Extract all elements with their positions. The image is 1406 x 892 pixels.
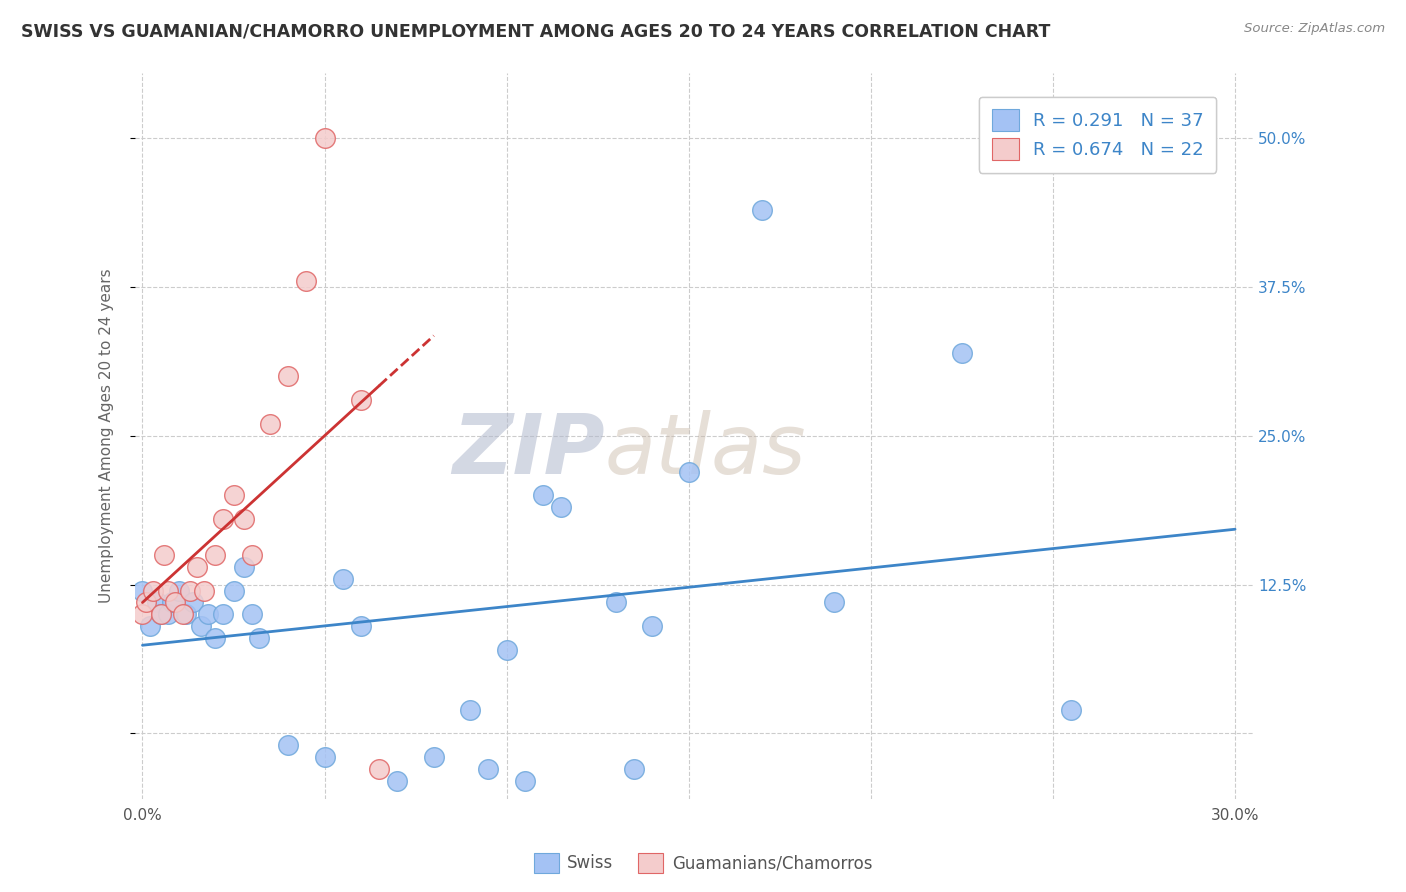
Point [247,631,270,645]
Point [387,773,409,788]
Point [165,595,187,609]
Point [605,595,627,609]
Point [156,607,179,622]
Point [350,619,373,633]
Point [131,583,153,598]
Text: SWISS VS GUAMANIAN/CHAMORRO UNEMPLOYMENT AMONG AGES 20 TO 24 YEARS CORRELATION C: SWISS VS GUAMANIAN/CHAMORRO UNEMPLOYMENT… [21,22,1050,40]
Point [160,595,183,609]
Point [142,583,165,598]
Point [368,762,391,776]
Point [423,750,446,764]
Point [211,512,233,526]
Point [172,607,194,622]
Point [295,274,318,288]
Point [233,512,256,526]
Point [211,607,233,622]
Point [156,583,179,598]
Point [131,607,153,622]
Point [641,619,664,633]
Point [233,559,256,574]
Point [823,595,845,609]
Point [222,488,245,502]
Text: ZIP: ZIP [453,410,605,491]
Point [240,607,263,622]
Point [197,607,219,622]
Point [277,738,299,752]
Point [277,369,299,384]
Point [458,702,481,716]
Point [167,583,190,598]
Point [222,583,245,598]
Point [204,548,226,562]
Point [139,619,162,633]
Point [146,595,169,609]
Point [186,559,208,574]
Point [513,773,536,788]
Point [332,572,354,586]
Point [314,131,336,145]
Legend: Swiss, Guamanians/Chamorros: Swiss, Guamanians/Chamorros [527,847,879,880]
Point [240,548,263,562]
Point [950,345,973,359]
Point [149,607,172,622]
Point [135,595,157,609]
Point [149,607,172,622]
Point [259,417,281,431]
Point [314,750,336,764]
Point [477,762,499,776]
Point [550,500,572,515]
Point [204,631,226,645]
Point [190,619,212,633]
Point [153,548,176,562]
Point [350,393,373,408]
Point [531,488,554,502]
Point [751,202,773,217]
Point [193,583,215,598]
Point [183,595,205,609]
Text: atlas: atlas [605,410,807,491]
Point [1060,702,1083,716]
Point [495,643,517,657]
Point [678,465,700,479]
Legend: R = 0.291   N = 37, R = 0.674   N = 22: R = 0.291 N = 37, R = 0.674 N = 22 [979,96,1216,173]
Point [174,607,197,622]
Point [623,762,645,776]
Text: Source: ZipAtlas.com: Source: ZipAtlas.com [1244,22,1385,36]
Point [179,583,201,598]
Y-axis label: Unemployment Among Ages 20 to 24 years: Unemployment Among Ages 20 to 24 years [100,268,114,603]
